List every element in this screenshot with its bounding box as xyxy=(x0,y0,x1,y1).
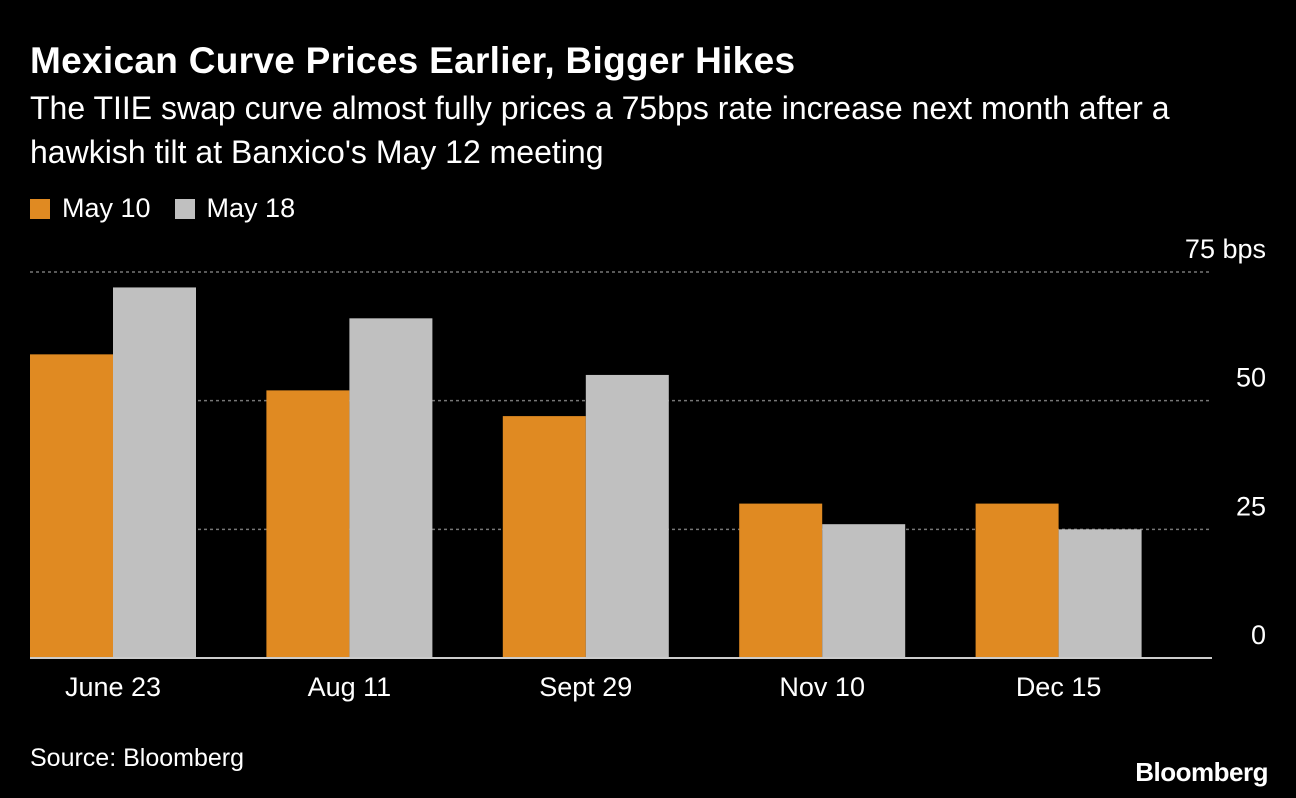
bloomberg-logo: Bloomberg xyxy=(1135,757,1268,787)
legend-label-may18: May 18 xyxy=(206,193,296,223)
legend-item-may18: May 18 xyxy=(174,193,296,224)
legend-item-may10: May 10 xyxy=(30,193,151,224)
chart-title: Mexican Curve Prices Earlier, Bigger Hik… xyxy=(30,40,796,81)
bar-may18 xyxy=(822,524,906,658)
x-tick-label: Aug 11 xyxy=(308,672,392,702)
x-tick-label: Nov 10 xyxy=(779,672,865,702)
y-tick-label: 75 bps xyxy=(1185,234,1266,264)
y-tick-label: 50 xyxy=(1236,363,1266,393)
y-tick-label: 25 xyxy=(1236,491,1266,521)
chart-subtitle: The TIIE swap curve almost fully prices … xyxy=(30,90,1170,170)
bar-may10 xyxy=(266,390,350,658)
legend-label-may10: May 10 xyxy=(62,193,151,223)
bar-may18 xyxy=(1058,529,1142,658)
bar-may10 xyxy=(975,503,1059,658)
bar-may18 xyxy=(349,318,433,658)
x-tick-label: June 23 xyxy=(65,672,161,702)
bar-may10 xyxy=(30,354,113,658)
bar-may10 xyxy=(502,416,586,658)
bar-may18 xyxy=(113,287,196,658)
source-note: Source: Bloomberg xyxy=(30,744,245,772)
y-tick-label: 0 xyxy=(1251,620,1266,650)
x-tick-label: Dec 15 xyxy=(1016,672,1102,702)
bar-may10 xyxy=(739,503,823,658)
x-tick-label: Sept 29 xyxy=(539,672,632,702)
legend: May 10 May 18 xyxy=(30,193,319,224)
legend-swatch-may10 xyxy=(30,198,50,219)
legend-swatch-may18 xyxy=(174,198,195,219)
bar-may18 xyxy=(585,374,669,658)
